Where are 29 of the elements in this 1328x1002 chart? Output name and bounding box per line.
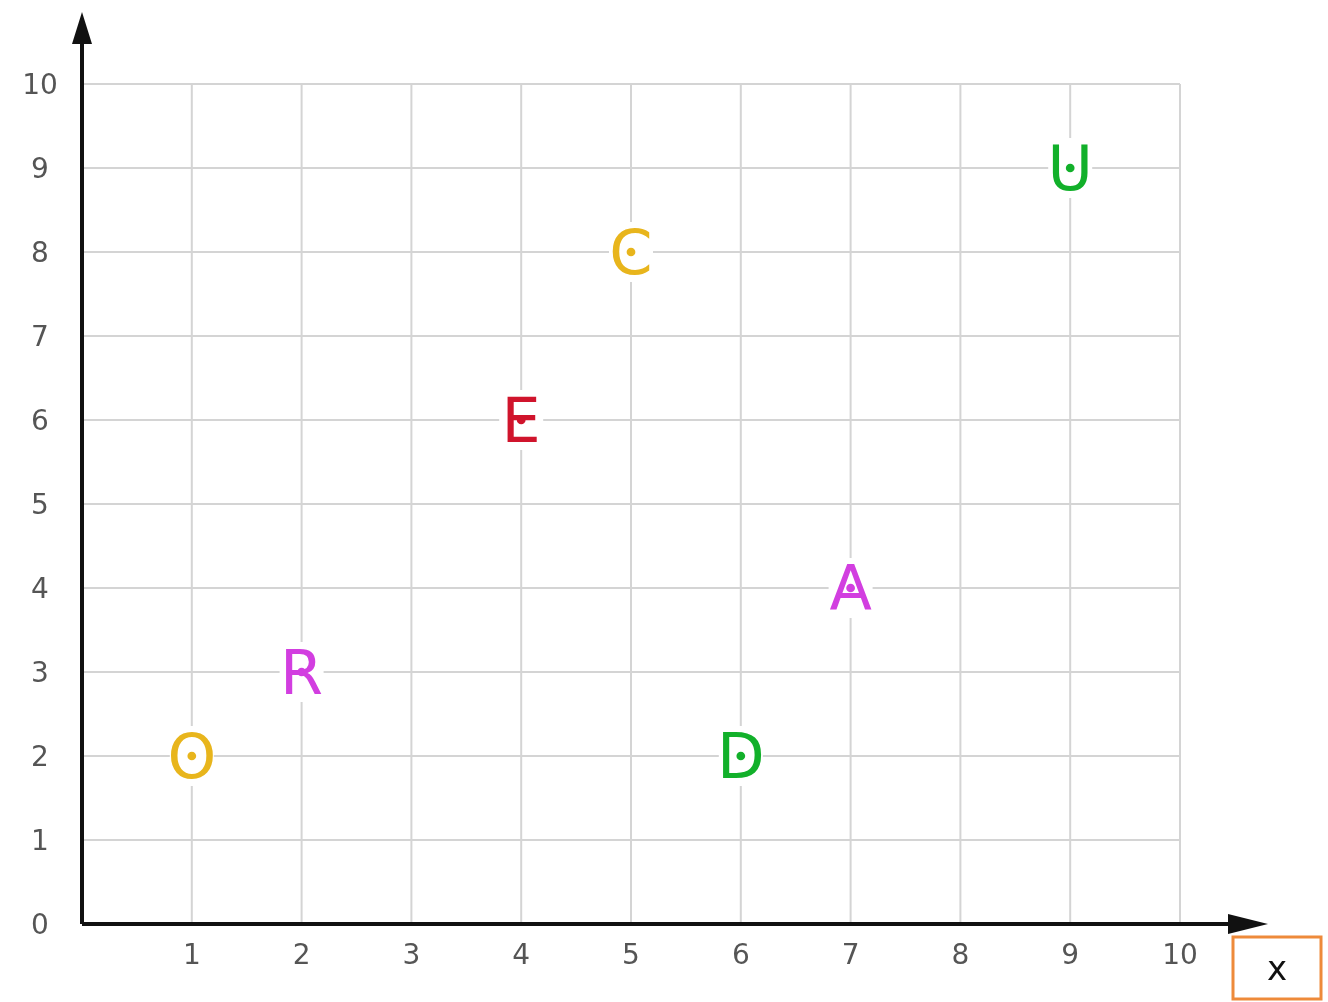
x-tick-label: 9 (1061, 938, 1080, 971)
x-tick-label: 1 (182, 938, 201, 971)
data-label: D (716, 719, 765, 793)
y-tick-label: 1 (31, 823, 49, 857)
data-label: U (1047, 131, 1093, 205)
y-tick-label: 8 (31, 235, 49, 269)
y-tick-label: 2 (31, 739, 49, 773)
y-tick-label: 5 (31, 487, 49, 521)
x-tick-label: 10 (1162, 938, 1198, 971)
y-tick-label: 6 (31, 403, 49, 437)
y-tick-label: 9 (31, 151, 49, 185)
data-label: A (829, 551, 872, 625)
x-tick-label: 8 (951, 938, 970, 971)
x-tick-label: 5 (622, 938, 640, 971)
x-tick-label: 3 (402, 938, 421, 971)
y-tick-label: 3 (31, 655, 49, 689)
data-label: C (609, 215, 653, 289)
y-tick-label: 4 (31, 571, 49, 605)
x-tick-label: 4 (512, 938, 531, 971)
y-tick-label: 0 (31, 907, 49, 941)
x-tick-label: 7 (841, 938, 860, 971)
y-tick-label: 7 (31, 319, 49, 353)
data-label: R (280, 635, 324, 709)
y-tick-label: 10 (22, 67, 58, 101)
x-axis-title: x (1266, 948, 1288, 988)
x-tick-label: 6 (731, 938, 750, 971)
data-label: E (501, 383, 541, 457)
x-tick-label: 2 (292, 938, 311, 971)
data-label: O (167, 719, 217, 793)
